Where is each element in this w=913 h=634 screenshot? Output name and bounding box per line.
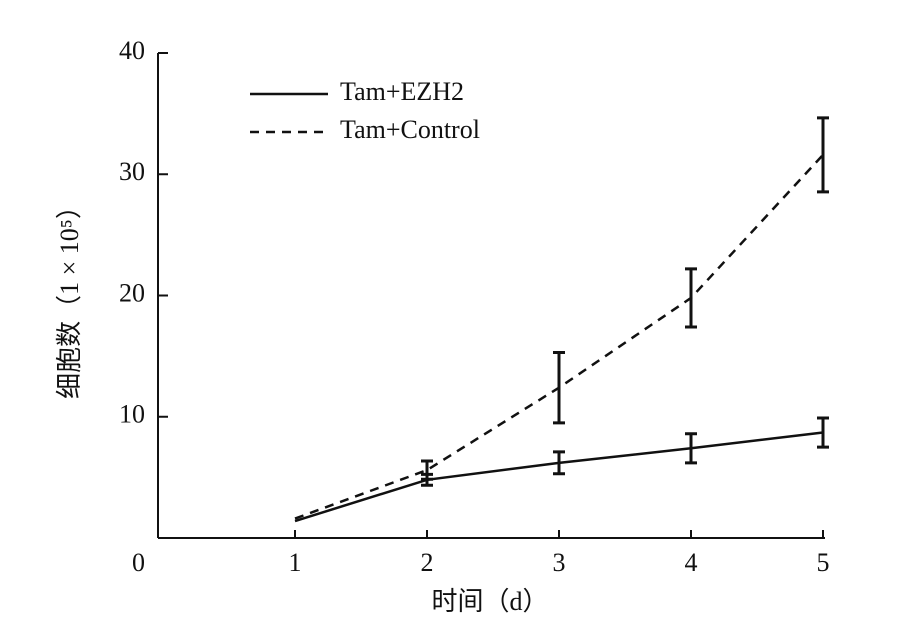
error-bar <box>553 450 565 476</box>
legend-label: Tam+EZH2 <box>340 77 464 106</box>
x-tick-label: 4 <box>685 548 698 577</box>
y-tick-label: 10 <box>119 400 145 429</box>
x-tick-label: 1 <box>289 548 302 577</box>
y-tick-label: 20 <box>119 278 145 307</box>
series-line <box>294 431 824 523</box>
y-tick-label: 30 <box>119 157 145 186</box>
error-bar <box>685 267 697 329</box>
y-tick-label: 40 <box>119 36 145 65</box>
x-tick-label: 3 <box>553 548 566 577</box>
error-bar <box>817 116 829 194</box>
error-bar <box>817 416 829 449</box>
x-axis-label: 时间（d） <box>431 587 548 616</box>
y-axis-label: 细胞数（1 × 10⁵） <box>55 193 84 399</box>
x-tick-label: 2 <box>421 548 434 577</box>
error-bar <box>685 432 697 465</box>
error-bar <box>421 459 433 481</box>
error-bar <box>553 350 565 425</box>
x-tick-label: 5 <box>817 548 830 577</box>
y-tick-label: 0 <box>132 548 145 577</box>
legend-label: Tam+Control <box>340 115 480 144</box>
